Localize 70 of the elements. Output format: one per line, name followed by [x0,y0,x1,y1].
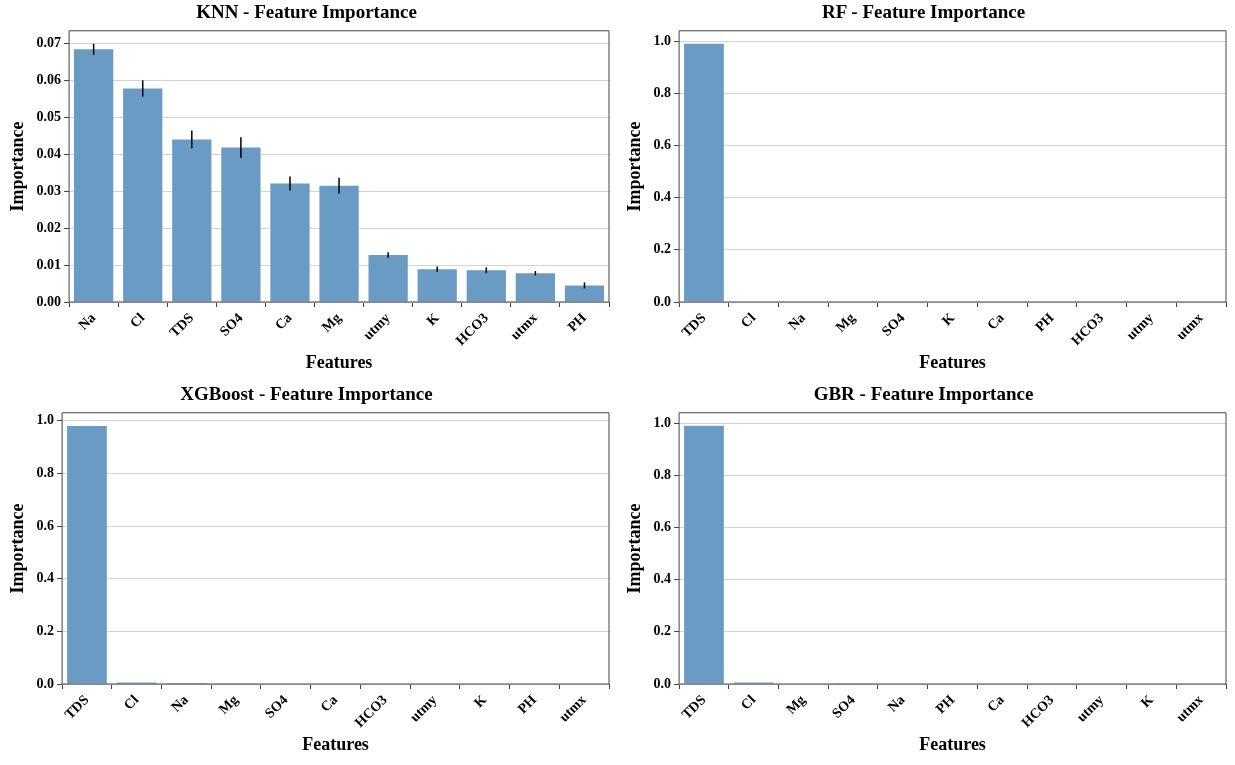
y-tick-label: 1.0 [36,412,55,428]
x-tick-label: SO4 [261,692,291,721]
x-tick-label: Na [168,692,192,715]
y-axis-title: Importance [7,121,28,212]
y-tick-label: 0.04 [36,145,62,161]
x-tick-label: PH [1032,309,1057,335]
x-tick-label: PH [514,691,540,717]
x-tick-label: TDS [678,691,709,722]
x-tick-label: Na [785,310,809,333]
chart-title: KNN - Feature Importance [196,1,417,23]
y-tick-label: 0.8 [653,85,672,100]
x-tick-label: Mg [783,692,809,717]
x-tick-label: Na [75,310,99,333]
x-tick-label: Ca [984,310,1007,333]
x-tick-label: K [938,309,958,329]
x-tick-label: K [423,309,442,329]
x-tick-label: Na [884,692,908,715]
y-axis-title: Importance [624,503,645,594]
x-axis-title: Features [302,733,369,754]
y-tick-label: 0.0 [653,675,672,691]
x-tick-label: TDS [61,691,92,722]
x-tick-label: K [1137,691,1157,711]
chart-title: RF - Feature Importance [821,1,1026,23]
x-tick-label: Cl [737,309,759,331]
y-tick-label: 0.8 [36,464,55,480]
y-tick-label: 0.0 [36,675,55,691]
y-tick-label: 0.2 [36,622,55,638]
y-tick-label: 0.2 [653,241,672,257]
chart-title: XGBoost - Feature Importance [180,383,433,405]
x-tick-label: PH [564,309,590,335]
x-tick-label: TDS [166,309,197,340]
x-tick-label: SO4 [878,310,908,339]
x-tick-label: Mg [215,692,241,717]
x-tick-label: Mg [318,310,344,335]
y-axis-title: Importance [7,503,28,594]
y-tick-label: 0.2 [653,623,672,639]
y-tick-label: 0.6 [653,519,672,535]
x-axis-title: Features [919,351,986,372]
x-tick-label: Ca [271,310,295,333]
y-tick-label: 0.07 [36,34,62,50]
y-tick-label: 0.8 [653,467,672,482]
x-axis-title: Features [919,733,986,754]
x-tick-label: SO4 [216,310,246,339]
x-tick-label: Cl [737,691,759,713]
y-axis-title: Importance [624,121,645,212]
y-tick-label: 0.6 [653,137,672,153]
x-tick-label: Cl [120,691,142,713]
y-tick-label: 1.0 [653,414,672,430]
x-tick-label: Ca [984,692,1007,715]
y-tick-label: 0.4 [653,189,672,205]
x-tick-label: Cl [126,309,148,331]
chart-title: GBR - Feature Importance [813,383,1034,405]
x-tick-label: Ca [317,692,341,715]
y-tick-label: 0.4 [653,571,672,587]
x-tick-label: K [471,691,490,711]
x-tick-label: TDS [678,309,709,340]
x-tick-label: SO4 [829,692,858,721]
y-tick-label: 0.4 [36,570,55,586]
y-tick-label: 0.00 [36,293,62,309]
y-tick-label: 0.6 [36,517,55,533]
x-tick-label: PH [932,691,958,717]
y-tick-label: 0.01 [36,256,62,272]
y-tick-label: 0.02 [36,219,62,235]
x-axis-title: Features [305,351,373,372]
x-tick-label: Mg [832,310,858,335]
y-tick-label: 0.0 [653,293,672,309]
y-tick-label: 0.05 [36,108,62,124]
y-tick-label: 1.0 [653,32,672,48]
y-tick-label: 0.03 [36,182,62,198]
y-tick-label: 0.06 [36,71,62,87]
